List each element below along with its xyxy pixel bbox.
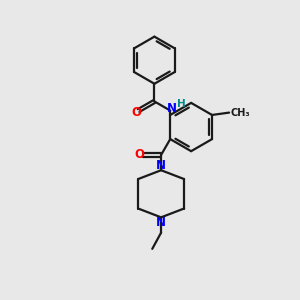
Text: N: N — [156, 216, 166, 229]
Text: N: N — [167, 102, 177, 115]
Text: H: H — [177, 99, 186, 109]
Text: O: O — [135, 148, 145, 161]
Text: CH₃: CH₃ — [231, 108, 250, 118]
Text: N: N — [156, 159, 166, 172]
Text: O: O — [131, 106, 142, 119]
